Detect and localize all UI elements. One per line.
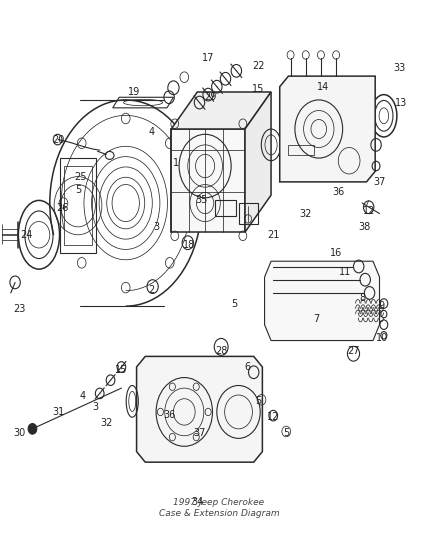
Text: 38: 38 (358, 222, 371, 232)
Text: 28: 28 (215, 346, 227, 356)
Text: 11: 11 (339, 267, 351, 277)
Text: 37: 37 (373, 177, 386, 187)
Text: 26: 26 (57, 203, 69, 213)
Text: 14: 14 (317, 82, 329, 92)
Text: 8: 8 (359, 293, 365, 303)
Text: 25: 25 (74, 172, 86, 182)
Text: 10: 10 (375, 333, 388, 343)
Text: 4: 4 (148, 127, 155, 136)
Text: 7: 7 (314, 314, 320, 325)
Text: 36: 36 (332, 188, 344, 197)
Text: 5: 5 (283, 428, 290, 438)
Text: 23: 23 (13, 304, 26, 314)
Text: 12: 12 (267, 412, 279, 422)
Circle shape (28, 424, 37, 434)
Text: 15: 15 (252, 84, 264, 94)
Text: 5: 5 (75, 185, 81, 195)
Text: 18: 18 (183, 240, 195, 251)
Polygon shape (265, 261, 379, 341)
Text: 35: 35 (195, 196, 208, 205)
Polygon shape (245, 92, 271, 232)
Text: 21: 21 (267, 230, 279, 240)
Text: 27: 27 (347, 346, 360, 356)
Text: 36: 36 (163, 409, 175, 419)
Text: 29: 29 (204, 92, 216, 102)
Text: 2: 2 (148, 285, 155, 295)
Text: 16: 16 (330, 248, 342, 259)
Polygon shape (137, 357, 262, 462)
Text: 3: 3 (153, 222, 159, 232)
Text: 20: 20 (52, 134, 65, 144)
Text: 3: 3 (92, 402, 99, 411)
Text: 1: 1 (173, 158, 179, 168)
Text: 17: 17 (202, 53, 214, 62)
Text: 12: 12 (363, 206, 375, 216)
Text: 5: 5 (255, 397, 261, 406)
Polygon shape (171, 129, 245, 232)
Text: 15: 15 (115, 365, 127, 375)
Text: 37: 37 (193, 428, 206, 438)
Text: 31: 31 (53, 407, 65, 417)
Polygon shape (171, 92, 271, 129)
Text: 34: 34 (191, 497, 203, 507)
Text: 13: 13 (395, 98, 407, 108)
Text: 33: 33 (393, 63, 405, 73)
Text: 24: 24 (20, 230, 32, 240)
Text: 22: 22 (252, 61, 264, 70)
Text: 9: 9 (378, 301, 385, 311)
Text: 32: 32 (300, 208, 312, 219)
Text: 19: 19 (128, 87, 141, 97)
Text: 32: 32 (100, 417, 113, 427)
Text: 4: 4 (79, 391, 85, 401)
Text: 6: 6 (244, 362, 250, 372)
Text: 30: 30 (13, 428, 25, 438)
Polygon shape (280, 76, 375, 182)
Text: 5: 5 (231, 298, 237, 309)
Text: 1997 Jeep Cherokee
Case & Extension Diagram: 1997 Jeep Cherokee Case & Extension Diag… (159, 498, 279, 518)
